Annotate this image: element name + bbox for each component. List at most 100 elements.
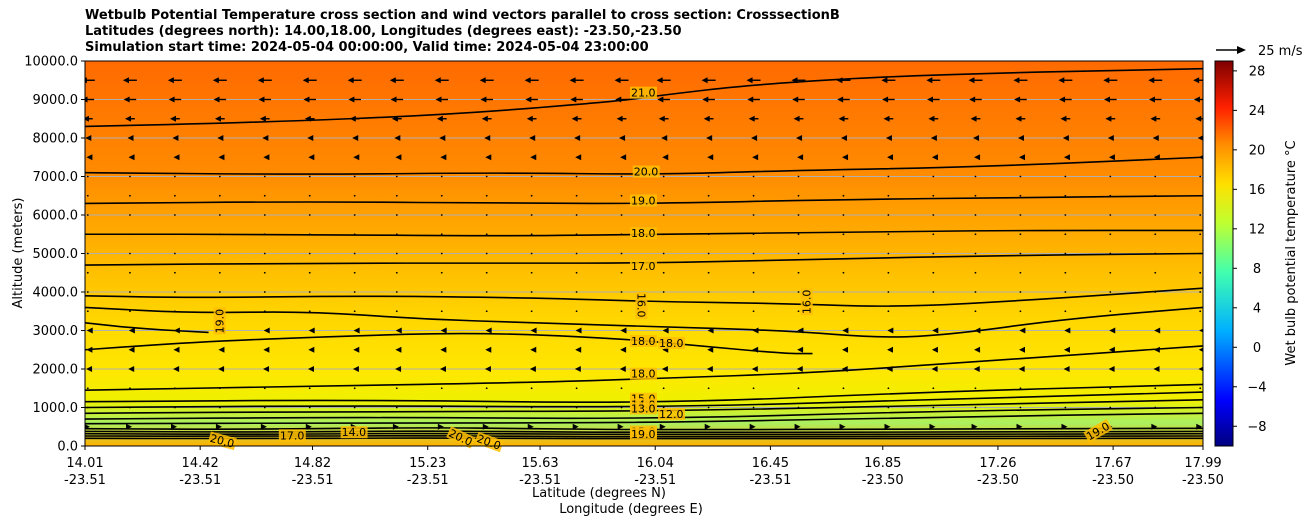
wind-vector [797,175,800,178]
contour-line-19.0 [85,430,1203,434]
wind-vector [1153,366,1160,372]
wind-vector [1019,154,1026,161]
wind-vector [748,115,759,122]
wind-vector [263,214,266,216]
wind-vector [129,310,131,313]
wind-vector-dot [263,175,266,178]
x-tick-label-lat: 16.45 [752,456,789,471]
wind-vector-dot [218,175,221,178]
wind-vector [842,346,849,353]
wind-vector-dot [752,175,755,178]
wind-vector [308,175,311,178]
wind-vector-head [439,366,446,372]
wind-vector-dot [308,310,311,313]
wind-vector [263,346,270,353]
wind-vector-dot [173,214,176,216]
colorbar-tick-label: 12 [1249,222,1266,237]
wind-vector [435,96,449,103]
wind-vector [797,252,800,255]
wind-vector-dot [752,271,755,274]
contour-label-bg [629,427,657,440]
wind-vector [390,96,404,103]
wind-vector [842,194,845,197]
wind-vector-dot [842,291,845,293]
wind-vector [752,406,755,409]
wind-vector-dot [86,291,89,293]
y-tick-label: 10000.0 [24,55,78,70]
wind-vector [353,346,360,353]
wind-vector-head [170,423,177,430]
wind-vector [530,194,533,197]
colorbar-tick-label: 20 [1249,143,1266,158]
wind-vector [661,366,668,372]
wind-vector [129,214,131,216]
wind-vector-dot [1109,387,1112,390]
wind-vector [347,77,362,84]
wind-vector [1154,387,1157,390]
wind-vector [932,194,935,197]
wind-vector [308,194,311,197]
wind-vector-head [128,154,135,161]
wind-vector [797,154,804,161]
wind-vector-dot [173,291,176,293]
x-tick-label-lat: 15.23 [409,456,446,471]
x-tick-label-lon: -23.50 [977,473,1019,488]
y-tick-label: 7000.0 [33,170,79,185]
wind-vector [218,271,221,274]
wind-vector-head [215,423,222,430]
wind-vector [86,310,89,313]
wind-vector-dot [308,271,311,274]
wind-vector [167,77,182,84]
wind-vector [662,327,669,334]
wind-vector-head [703,115,710,122]
x-tick-label-lat: 14.82 [294,456,331,471]
colorbar-tick-label: −4 [1247,380,1266,395]
wind-vector-dot [887,194,890,197]
wind-vector-head [792,96,799,103]
wind-vector [1063,366,1070,372]
x-tick-label-lat: 17.67 [1095,456,1132,471]
wind-vector [842,327,849,334]
wind-vector-dot [662,175,665,178]
x-tick-label-lon: -23.50 [1182,473,1224,488]
wind-vector [887,327,894,334]
contour-line-11.0 [85,412,1203,425]
wind-vector-dot [707,175,710,178]
wind-vector-head [348,96,355,103]
wind-vector [1060,115,1071,122]
wind-vector [1109,175,1112,178]
wind-vector [434,77,449,84]
contour-line-17.0 [85,252,1203,266]
wind-vector-head [884,423,891,430]
wind-vector-head [259,115,266,122]
wind-vector-head [1193,77,1200,84]
wind-vector [1152,135,1159,141]
contour-labels: 21.020.019.018.017.016.0 16.019.018.0 18.0… [207,86,1113,453]
y-tick-label: 2000.0 [33,363,79,378]
wind-vector-dot [575,271,578,274]
wind-vector [218,175,221,178]
wind-vector [746,77,761,84]
wind-vector [260,423,267,430]
wind-vector [1109,291,1112,293]
y-tick-label: 8000.0 [33,132,79,147]
wind-vector-dot [440,387,443,390]
wind-vector-dot [932,387,935,390]
wind-vector-dot [707,291,710,293]
contour-line-17.0 [85,434,1203,438]
wind-vector-dot [129,214,131,216]
wind-vector [263,154,270,161]
wind-vector-head [1014,96,1021,103]
wind-vector-head [1108,346,1115,353]
wind-vector-dot [485,175,488,178]
wind-vector-head [258,96,265,103]
wind-vector [530,154,537,161]
wind-vector [706,366,713,372]
wind-vector-dot [620,310,623,313]
contour-label: 17.0 [629,259,657,273]
wind-vector-dot [797,387,800,390]
wind-vector-dot [395,271,398,274]
x-tick-label-lon: -23.51 [749,473,791,488]
wind-vector-dot [620,252,623,255]
wind-vector-head [1198,366,1203,372]
